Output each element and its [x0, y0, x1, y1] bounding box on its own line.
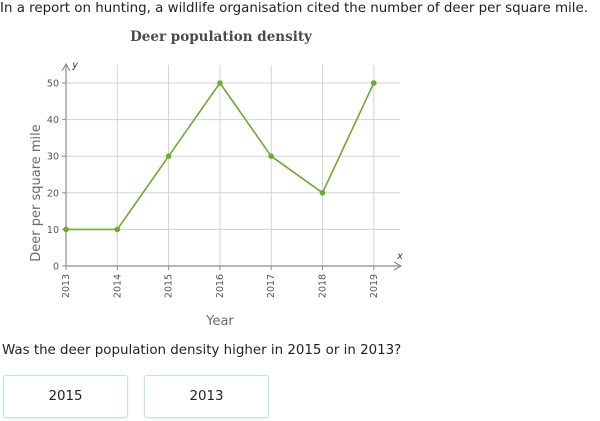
y-tick-label: 0: [53, 262, 59, 273]
data-point: [319, 190, 326, 196]
grid-lines: [66, 65, 400, 266]
y-tick-label: 20: [47, 188, 59, 199]
x-tick-label: 2018: [318, 274, 329, 298]
y-axis-letter: y: [71, 60, 78, 71]
x-tick-label: 2013: [61, 274, 72, 298]
y-axis-title: Deer per square mile: [29, 124, 44, 262]
data-point: [63, 226, 69, 233]
data-point: [268, 153, 275, 159]
chart-title: Deer population density: [130, 29, 313, 45]
answer-option-2015[interactable]: 2015: [3, 375, 128, 418]
data-point: [371, 80, 377, 86]
intro-text: In a report on hunting, a wildlife organ…: [0, 1, 588, 16]
y-tick-label: 40: [47, 115, 59, 126]
data-point: [114, 226, 121, 233]
y-tick-label: 50: [47, 79, 59, 90]
data-point: [217, 80, 223, 86]
data-point: [165, 153, 172, 159]
x-axis-title: Year: [205, 314, 234, 329]
x-tick-label: 2016: [215, 274, 226, 298]
x-tick-label: 2015: [164, 274, 175, 298]
y-tick-label: 10: [47, 225, 59, 236]
line-chart: Deer population density 0 10 20 30 40 50 2013 2…: [29, 29, 403, 329]
x-tick-label: 2017: [266, 274, 277, 298]
question-text: Was the deer population density higher i…: [2, 343, 402, 358]
answer-option-2013[interactable]: 2013: [144, 375, 269, 418]
axes: [61, 62, 403, 271]
x-axis-arrow: [393, 261, 403, 271]
x-tick-label: 2019: [369, 274, 380, 298]
y-axis-arrow: [61, 62, 71, 72]
data-series: [63, 80, 377, 233]
y-tick-label: 30: [47, 152, 59, 163]
tick-labels: 0 10 20 30 40 50 2013 2014 2015 2016 2017 2018 2019: [47, 79, 380, 299]
x-tick-label: 2014: [112, 274, 123, 298]
x-axis-letter: x: [396, 251, 403, 262]
